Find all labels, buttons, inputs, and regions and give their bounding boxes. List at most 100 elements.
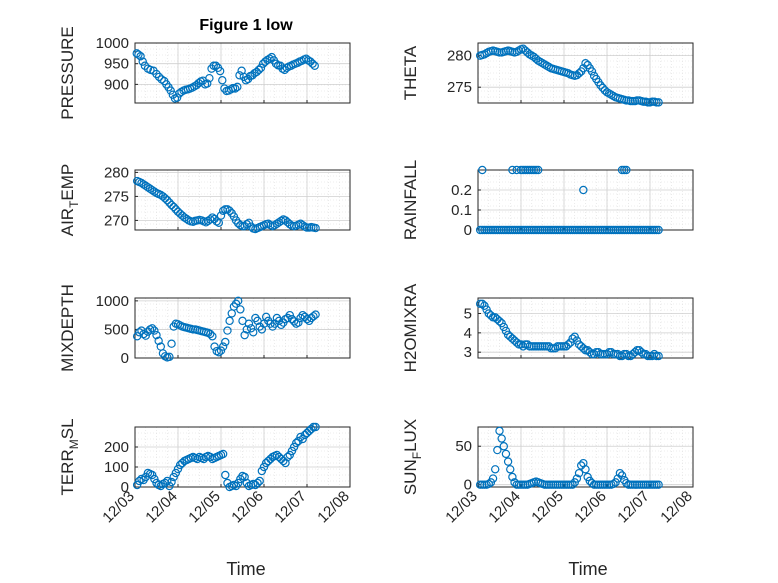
data-point [307,424,316,434]
data-point [581,465,590,474]
y-axis-label: MIXDEPTH [58,284,77,372]
data-point [169,202,178,212]
data-point [257,325,267,334]
data-point [512,47,521,57]
y-tick-label: 0.2 [451,182,472,199]
data-point [171,205,181,214]
data-point [654,225,663,235]
data-point [203,79,212,88]
data-point [585,347,595,357]
data-point [311,422,320,432]
data-point [173,464,183,474]
data-point [167,339,176,348]
subplot-mixdepth: 0 500 1000 MIXDEPTH [58,284,351,372]
data-point [298,434,307,444]
data-point [265,54,274,63]
data-point [499,442,508,451]
data-point [536,57,545,67]
data-point [221,470,230,480]
data-point [512,338,521,347]
data-point [285,310,294,320]
y-axis-label: PRESSURE [58,26,77,120]
data-point [574,468,584,478]
data-point [572,474,582,483]
data-point [486,311,496,320]
data-point [233,296,243,306]
data-point [478,299,487,309]
data-point [135,328,144,337]
data-point [165,198,174,207]
data-point [516,340,526,349]
y-tick-label: 1000 [96,293,129,310]
data-point [218,342,228,351]
data-point [564,340,573,349]
data-point [216,346,226,355]
y-tick-label: 950 [104,56,129,73]
data-point [218,76,227,85]
figure-title: Figure 1 low [199,17,293,34]
data-point [617,471,627,480]
data-point [579,344,588,353]
data-point [283,452,292,462]
y-axis-label: TERRMSL [58,418,81,495]
data-point [508,472,517,482]
x-axis-label-left: Time [226,559,265,579]
data-point [220,84,229,93]
data-point [296,432,305,442]
data-point [244,319,254,328]
data-point [218,206,228,215]
x-axis-label-right: Time [568,559,607,579]
data-point [145,184,155,193]
y-axis-label: RAINFALL [401,160,420,240]
data-point [534,165,543,175]
y-tick-label: 100 [104,459,129,476]
data-point [271,59,281,68]
data-point [230,84,240,93]
axes-frame [477,297,694,359]
data-point [154,336,163,346]
y-tick-label: 1000 [96,35,129,52]
data-point [309,312,318,321]
axes-frame [477,169,694,231]
subplot-theta: 275 280 THETA [401,42,694,107]
data-point [150,187,159,196]
data-point [503,457,513,466]
data-point [596,81,605,90]
data-point [574,69,584,78]
data-point [512,165,521,175]
y-axis-label: AIRTEMP [58,164,81,237]
data-point [289,317,299,326]
y-tick-label: 0 [121,350,129,367]
data-point [495,426,504,436]
data-point [617,351,627,361]
data-point [147,185,157,195]
data-point [478,165,487,175]
axes-frame [134,426,351,488]
data-point [257,466,267,476]
data-point [602,349,612,359]
data-point [225,206,234,215]
data-point [654,98,663,107]
data-point [141,331,150,340]
data-point [139,329,148,339]
data-point [525,50,534,59]
data-point [259,462,269,472]
data-point [589,349,599,359]
data-point [150,326,159,335]
data-point [609,479,618,489]
data-point [261,312,271,322]
data-point [488,474,498,483]
data-point [249,328,258,337]
y-tick-label: 5 [464,305,472,322]
y-tick-label: 0 [464,477,472,494]
data-point [137,178,146,188]
data-point [165,352,174,362]
data-point [261,57,270,66]
data-point [270,220,279,230]
data-point [206,452,215,462]
data-point [236,305,245,314]
data-point [154,72,164,82]
data-point [235,71,244,80]
data-point [654,480,663,489]
